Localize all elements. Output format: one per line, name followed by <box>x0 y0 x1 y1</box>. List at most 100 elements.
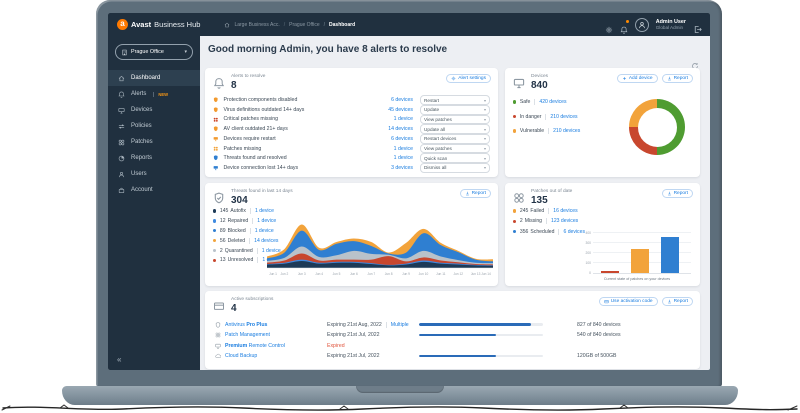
button-label: Alert settings <box>458 76 486 81</box>
avatar[interactable] <box>634 17 649 32</box>
svg-text:Jun 7: Jun 7 <box>367 272 375 276</box>
alert-action-select[interactable]: View patches ▾ <box>420 143 490 154</box>
sidebar-item-patches[interactable]: Patches <box>108 134 200 150</box>
org-selector[interactable]: Prague Office ▾ <box>115 44 193 60</box>
alert-action-select[interactable]: Update all ▾ <box>420 124 490 134</box>
main-content: Good morning Admin, you have 8 alerts to… <box>200 36 710 370</box>
alert-devices-link[interactable]: 3 devices <box>391 164 413 171</box>
legend-value-link[interactable]: 210 devices <box>545 113 578 120</box>
subscription-link[interactable]: Premium Remote Control <box>225 342 285 349</box>
alert-action-select[interactable]: Update ▾ <box>420 104 490 115</box>
user-icon <box>118 171 125 178</box>
legend-value-link[interactable]: 420 devices <box>534 99 567 105</box>
alert-devices-link[interactable]: 6 devices <box>391 135 413 142</box>
legend-value-link[interactable]: 6 devices <box>558 228 585 235</box>
sidebar-item-alerts[interactable]: Alerts NEW <box>108 86 200 102</box>
add-device-button[interactable]: Add device <box>616 74 658 83</box>
legend-value-link[interactable]: 123 devices <box>546 218 578 225</box>
credit-card-icon <box>213 299 225 311</box>
svg-text:Jun 11: Jun 11 <box>436 272 446 276</box>
alert-devices-link[interactable]: 1 device <box>393 116 413 123</box>
alert-devices-link[interactable]: 45 devices <box>388 106 413 113</box>
legend-item: 245 Failed 16 devices <box>513 208 585 214</box>
bar-scheduled <box>661 237 679 273</box>
gear-icon[interactable] <box>605 21 613 29</box>
alert-action-select[interactable]: Dismiss all ▾ <box>420 163 490 173</box>
legend-item: 145 Autofix 1 device <box>213 208 281 214</box>
sidebar-item-dashboard[interactable]: Dashboard <box>108 70 200 86</box>
logout-icon[interactable] <box>693 21 701 29</box>
app-window: Avast Business Hub Large Business Acc. P… <box>108 13 710 370</box>
patches-grid-icon <box>215 332 221 338</box>
legend-label: Unresolved <box>227 257 254 264</box>
shield-icon <box>215 322 221 328</box>
bar-failed <box>631 248 649 273</box>
alert-row: Critical patches missing 1 device View p… <box>205 114 498 125</box>
sidebar-item-devices[interactable]: Devices <box>108 102 200 118</box>
alert-label: Critical patches missing <box>223 116 279 123</box>
breadcrumb-item-site[interactable]: Prague Office <box>284 22 319 28</box>
refresh-icon[interactable] <box>691 57 699 65</box>
legend-value-link[interactable]: 1 device <box>249 227 274 234</box>
card-title: Devices <box>531 74 549 79</box>
alert-action-select[interactable]: View patches ▾ <box>420 114 490 125</box>
legend-value-link[interactable]: 1 device <box>256 247 281 254</box>
legend-dot <box>213 219 217 223</box>
patches-grid-icon <box>213 117 219 123</box>
subscription-row: Antivirus Pro Plus Expiring 21st Aug, 20… <box>205 319 700 330</box>
progress-bar <box>419 323 543 326</box>
cloud-icon <box>215 353 221 359</box>
sidebar-item-users[interactable]: Users <box>108 166 200 182</box>
button-label: Use activation code <box>610 299 653 304</box>
subscription-usage: 540 of 840 devices <box>577 332 621 338</box>
legend-value-link[interactable]: 1 device <box>249 208 274 214</box>
shield-icon <box>213 126 219 132</box>
alert-devices-link[interactable]: 6 devices <box>391 97 413 104</box>
breadcrumb-item-account[interactable]: Large Business Acc. <box>234 21 280 28</box>
devices-report-button[interactable]: Report <box>661 74 693 83</box>
subscription-usage: 120GB of 500GB <box>577 353 617 359</box>
legend-value-link[interactable]: 210 devices <box>548 128 580 135</box>
alert-action-select[interactable]: Quick scan ▾ <box>420 153 490 164</box>
patches-report-button[interactable]: Report <box>661 189 693 198</box>
credit-card-icon <box>604 299 609 304</box>
alert-label: Devices require restart <box>223 135 276 142</box>
legend-value-link[interactable]: 14 devices <box>249 237 278 244</box>
avast-logo-icon <box>117 19 128 30</box>
sidebar-item-label: Users <box>131 171 147 177</box>
legend-value-link[interactable]: 1 device <box>252 217 276 224</box>
pie-chart-icon <box>118 155 125 162</box>
legend-value-link[interactable]: 16 devices <box>548 208 578 214</box>
sidebar-item-account[interactable]: Account <box>108 182 200 198</box>
card-title: Threats found in last 14 days <box>231 189 293 194</box>
sidebar-item-reports[interactable]: Reports <box>108 150 200 166</box>
download-icon <box>667 191 672 196</box>
subscription-link[interactable]: Antivirus Pro Plus <box>225 321 268 328</box>
user-menu[interactable]: Admin User Global Admin <box>656 19 686 30</box>
use-activation-code-button[interactable]: Use activation code <box>598 297 658 306</box>
multiple-link[interactable]: Multiple <box>385 321 409 328</box>
bar-chart-caption: Current state of patches on your devices <box>603 276 671 281</box>
svg-text:Jun 1: Jun 1 <box>269 272 277 276</box>
subscription-link[interactable]: Patch Management <box>225 332 270 338</box>
alert-action-select[interactable]: Restart devices ▾ <box>420 134 490 144</box>
legend-count: 56 <box>219 237 226 244</box>
alert-settings-button[interactable]: Alert settings <box>446 74 491 83</box>
subscriptions-report-button[interactable]: Report <box>661 297 693 306</box>
alert-devices-link[interactable]: 1 device <box>393 145 413 152</box>
threats-report-button[interactable]: Report <box>459 189 491 198</box>
notifications-bell-icon[interactable] <box>620 19 629 29</box>
alert-devices-link[interactable]: 1 device <box>393 155 413 162</box>
legend-label: Scheduled <box>530 228 555 235</box>
legend-count: 356 <box>519 228 529 235</box>
subscription-link[interactable]: Cloud Backup <box>225 353 258 359</box>
sidebar-item-policies[interactable]: Policies <box>108 118 200 134</box>
alert-devices-link[interactable]: 14 devices <box>388 126 413 133</box>
bar-missing <box>601 270 619 273</box>
bell-icon <box>118 91 125 98</box>
subscriptions-count: 4 <box>231 302 237 314</box>
alert-action-select[interactable]: Restart ▾ <box>420 95 490 105</box>
sidebar-collapse-button[interactable] <box>117 355 121 364</box>
download-icon <box>465 191 470 196</box>
